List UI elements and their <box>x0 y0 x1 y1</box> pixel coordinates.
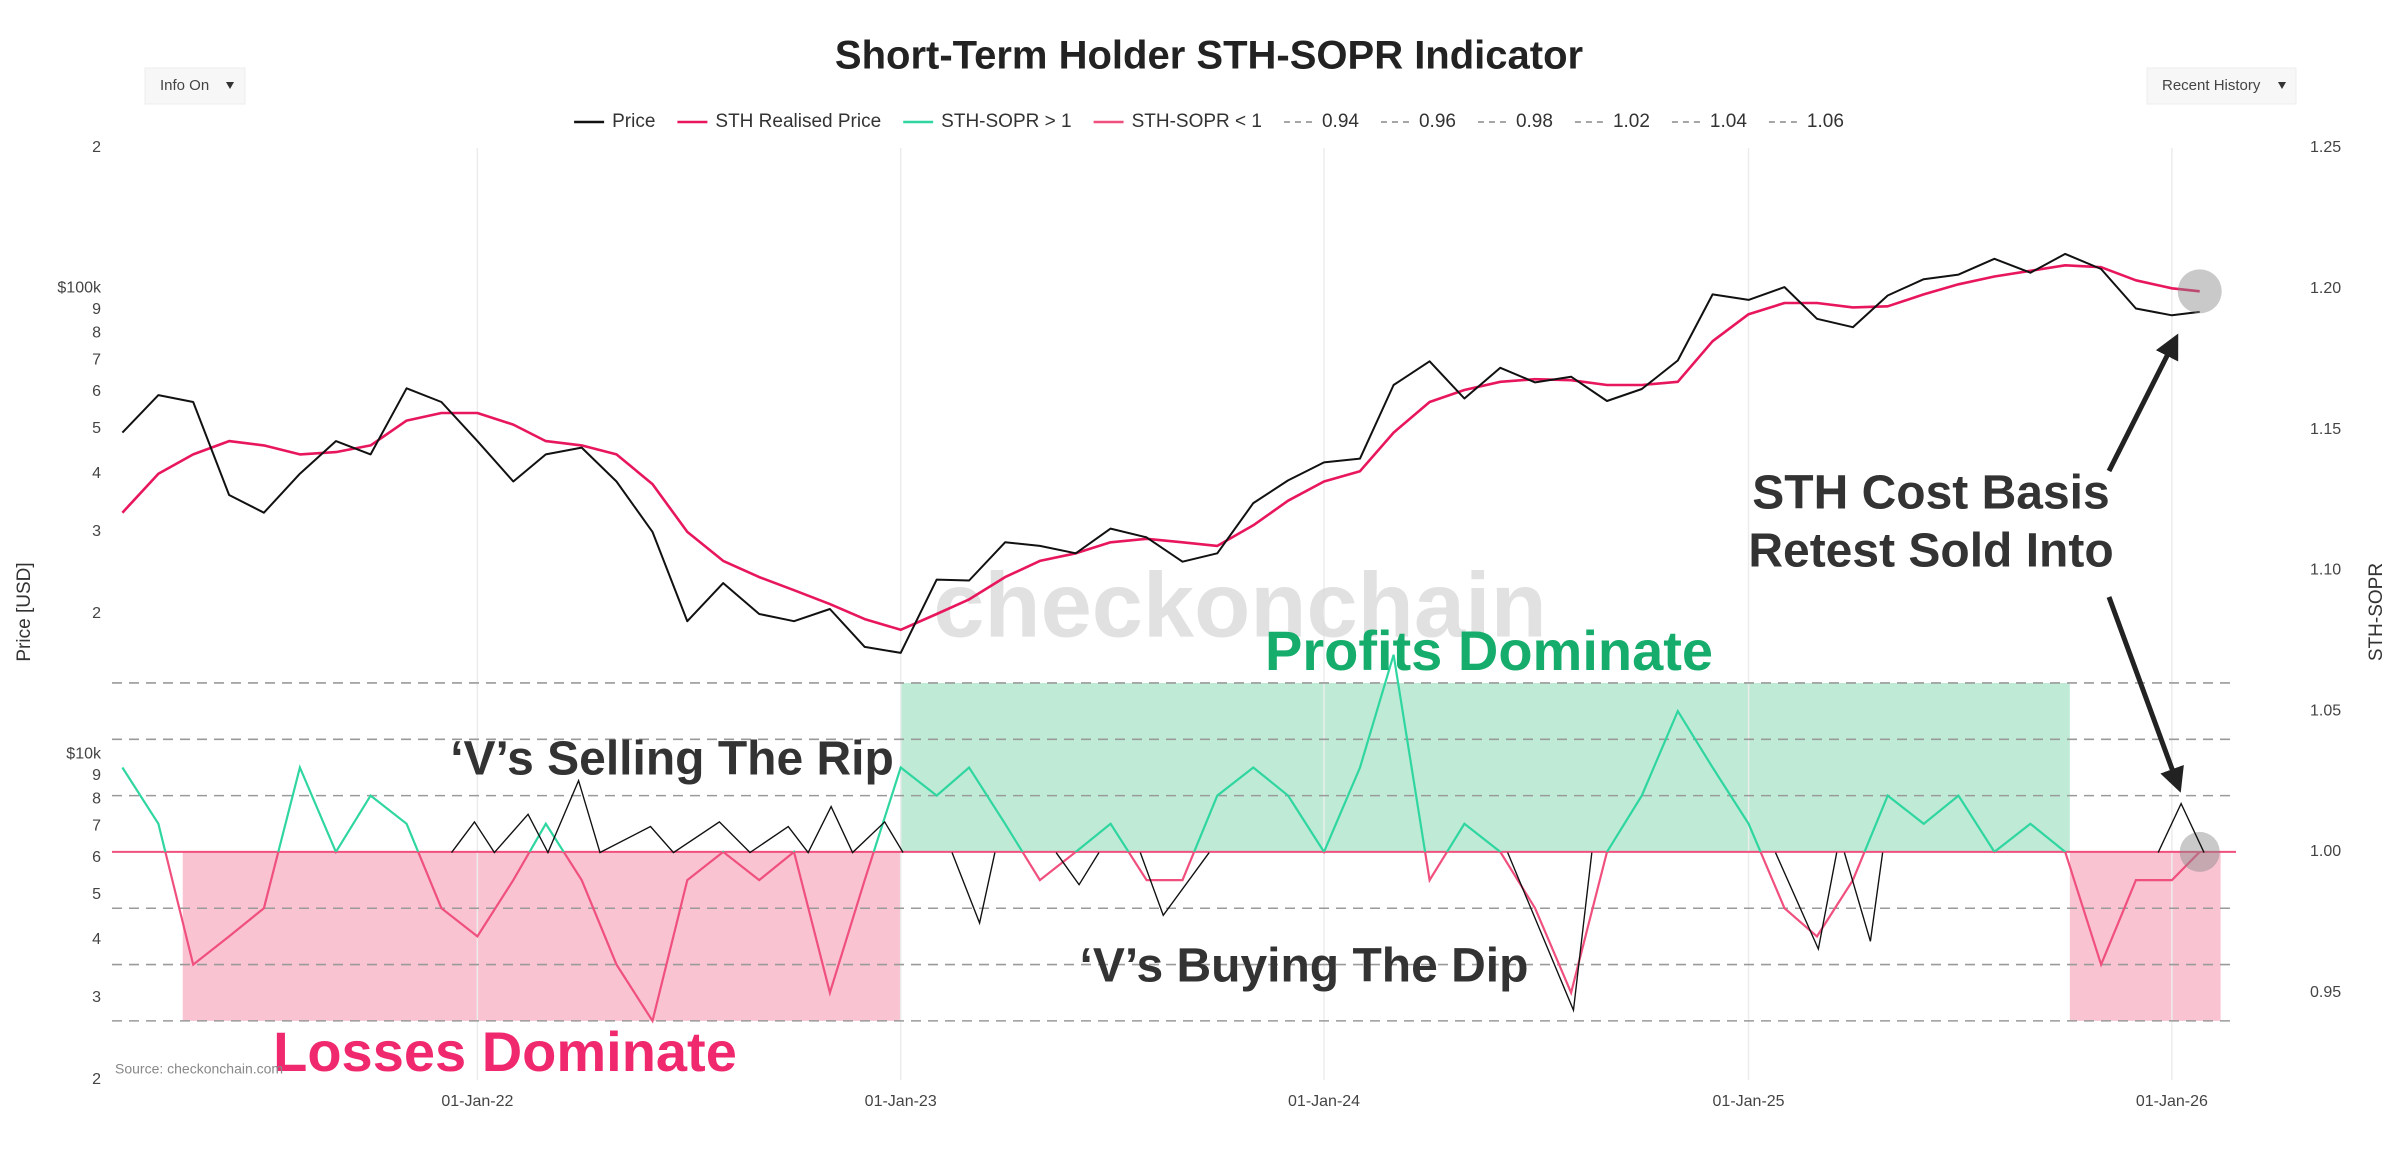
annotation-retest: STH Cost Basis <box>1752 467 2109 520</box>
legend-label: 1.06 <box>1807 111 1844 132</box>
history-dropdown[interactable]: Recent History <box>2146 67 2297 105</box>
legend-label: STH-SOPR < 1 <box>1132 111 1262 132</box>
region <box>182 851 901 1021</box>
y-tick-label: 3 <box>92 989 101 1006</box>
y-tick-label: 5 <box>92 886 101 903</box>
dropdown-caret <box>226 82 234 89</box>
dropdown-label[interactable]: Info On <box>160 77 209 94</box>
highlight-circle <box>2179 831 2220 872</box>
v-annotations <box>450 778 2205 1013</box>
y-tick-label: 2 <box>92 1071 101 1088</box>
y-tick-label: $100k <box>57 279 102 296</box>
legend-label: 1.02 <box>1613 111 1650 132</box>
y2-tick-label: 1.15 <box>2310 421 2341 438</box>
v-buy <box>1507 852 1593 1013</box>
y-tick-label: $10k <box>66 745 102 762</box>
sopr-line-below <box>164 851 2201 1024</box>
annotation-rip: ‘V’s Selling The Rip <box>450 733 894 786</box>
legend-label: 0.94 <box>1322 111 1359 132</box>
y-tick-label: 4 <box>92 931 101 948</box>
watermark: checkonchain <box>933 554 1547 656</box>
annotation-losses: Losses Dominate <box>273 1020 737 1083</box>
legend-label: STH-SOPR > 1 <box>941 111 1071 132</box>
realised-price-line <box>121 264 2200 632</box>
annotation-profits: Profits Dominate <box>1265 619 1713 682</box>
y2-tick-label: 1.25 <box>2310 139 2341 156</box>
arrow <box>2106 333 2179 473</box>
arrow <box>2106 596 2184 793</box>
y-tick-label: 7 <box>92 352 101 369</box>
v-buy <box>1139 852 1210 917</box>
y-tick-label: 8 <box>92 325 101 342</box>
y-tick-label: 6 <box>92 383 101 400</box>
y-tick-label: 8 <box>92 791 101 808</box>
x-tick-label: 01-Jan-26 <box>2136 1093 2208 1110</box>
x-tick-label: 01-Jan-25 <box>1713 1093 1785 1110</box>
dropdown-caret <box>2278 82 2286 89</box>
legend: Price STH Realised Price STH-SOPR > 1 STH-S… <box>574 111 1844 132</box>
y-tick-label: 2 <box>92 139 101 156</box>
x-tick-label: 01-Jan-23 <box>865 1093 937 1110</box>
legend-label: 0.96 <box>1419 111 1456 132</box>
dropdown-box[interactable] <box>2146 67 2297 105</box>
y2-tick-label: 1.10 <box>2310 562 2341 579</box>
highlight-circle <box>2177 269 2222 314</box>
v-buy <box>1774 852 1838 952</box>
legend-label: STH Realised Price <box>715 111 881 132</box>
y-tick-label: 9 <box>92 301 101 318</box>
v-buy <box>1055 852 1100 886</box>
y-axis-title: Price [USD] <box>14 562 35 661</box>
y-tick-label: 4 <box>92 465 101 482</box>
y-tick-label: 2 <box>92 605 101 622</box>
y2-axis-title: STH-SOPR <box>2366 563 2387 661</box>
legend-label: Price <box>612 111 655 132</box>
y2-tick-label: 1.00 <box>2310 843 2341 860</box>
dropdown-label[interactable]: Recent History <box>2162 77 2261 94</box>
annotation-retest: Retest Sold Into <box>1748 525 2113 578</box>
y-tick-label: 3 <box>92 523 101 540</box>
y2-tick-label: 0.95 <box>2310 984 2341 1001</box>
legend-label: 1.04 <box>1710 111 1747 132</box>
region <box>900 682 2070 852</box>
v-buy <box>951 852 996 926</box>
y-tick-label: 6 <box>92 849 101 866</box>
v-sell <box>2157 801 2205 853</box>
y-tick-label: 7 <box>92 818 101 835</box>
y-tick-label: 9 <box>92 767 101 784</box>
source-note: Source: checkonchain.com <box>115 1061 283 1077</box>
background-layer <box>112 148 2236 1080</box>
plot-area <box>121 252 2222 1024</box>
y-tick-label: 5 <box>92 420 101 437</box>
price-line <box>121 252 2200 654</box>
info-dropdown[interactable]: Info On <box>144 67 246 105</box>
y2-tick-label: 1.20 <box>2310 280 2341 297</box>
y2-tick-label: 1.05 <box>2310 702 2341 719</box>
x-tick-label: 01-Jan-24 <box>1288 1093 1360 1110</box>
annotation-dip: ‘V’s Buying The Dip <box>1080 940 1529 993</box>
v-buy <box>1843 852 1884 942</box>
x-tick-label: 01-Jan-22 <box>441 1093 513 1110</box>
chart-title: Short-Term Holder STH-SOPR Indicator <box>835 34 1583 78</box>
legend-label: 0.98 <box>1516 111 1553 132</box>
v-sell-zigzag <box>450 778 904 855</box>
